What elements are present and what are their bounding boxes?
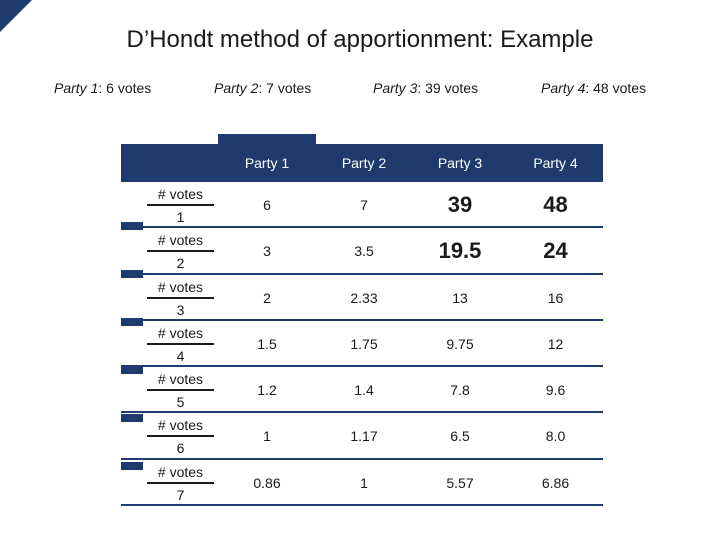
table-cell-party-3: 19.5 [438,238,482,264]
party-1-name: Party 1 [54,80,99,96]
row-divisor-label: # votes 5 [143,367,218,413]
party-1-votes: : 6 votes [98,80,152,96]
corner-accent [0,0,32,32]
table-cell-party-4: 8.0 [545,428,566,445]
row-divisor-label: # votes 2 [143,228,218,274]
row-label-divisor: 3 [176,301,185,318]
table-header-party-1: Party 1 [244,155,290,171]
dhondt-table: Party 1 Party 2 Party 3 Party 4 # votes 1… [121,134,603,506]
row-divisor-label: # votes 3 [143,275,218,321]
table-cell-party-3: 6.5 [450,428,470,445]
party-3-votes-label: Party 3: 39 votes [373,78,478,98]
row-divisor-label: # votes 6 [143,413,218,459]
table-cell-party-2: 1.17 [350,428,378,445]
party-4-votes-label: Party 4: 48 votes [541,78,646,98]
row-label-numerator: # votes [147,415,214,438]
table-cell-party-2: 7 [360,197,368,213]
table-cell-party-1: 1.5 [257,335,277,352]
table-cell-party-1: 2 [263,289,271,306]
row-label-numerator: # votes [147,462,214,484]
table-cell-party-2: 1 [360,474,368,491]
row-label-numerator: # votes [147,230,214,253]
table-cell-party-3: 39 [447,192,473,217]
table-cell-party-1: 1.2 [257,382,277,399]
table-row-divider [121,457,603,460]
table-cell-party-4: 6.86 [541,474,570,491]
table-cell-party-2: 1.4 [354,382,374,399]
page-title: D’Hondt method of apportionment: Example [126,26,594,53]
row-label-divisor: 1 [176,209,185,225]
table-cell-party-3: 5.57 [446,474,474,491]
row-label-numerator: # votes [147,323,214,345]
table-row-divider [121,272,603,275]
row-label-numerator: # votes [147,277,214,299]
table-header-party-4: Party 4 [533,155,578,171]
table-cell-party-3: 7.8 [450,382,470,399]
party-2-votes: : 7 votes [258,80,312,96]
row-label-numerator: # votes [147,184,214,206]
party-1-votes-label: Party 1: 6 votes [54,78,151,98]
table-cell-party-4: 16 [547,289,564,306]
row-label-divisor: 5 [176,394,185,411]
row-divisor-label: # votes 4 [143,321,218,367]
table-cell-party-1: 6 [263,197,271,213]
table-cell-party-2: 1.75 [350,335,378,352]
table-cell-party-1: 1 [263,428,271,445]
party-3-name: Party 3 [373,80,418,96]
table-cell-party-2: 3.5 [354,243,374,260]
row-label-divisor: 2 [176,255,185,272]
row-label-divisor: 6 [176,440,185,457]
table-cell-party-4: 48 [543,192,568,217]
table-row-divider [121,226,603,229]
table-cell-party-1: 0.86 [253,474,281,491]
table-header-party-1-block [218,134,316,182]
table-cell-party-3: 13 [452,289,468,306]
table-cell-party-3: 9.75 [446,335,474,352]
row-label-numerator: # votes [147,369,214,392]
table-cell-party-4: 24 [543,238,568,264]
row-label-divisor: 7 [176,486,185,503]
table-row-divider [121,411,603,414]
table-left-stripe [121,182,143,506]
table-cell-party-1: 3 [263,243,271,260]
party-2-votes-label: Party 2: 7 votes [214,78,311,98]
table-header-party-3: Party 3 [437,155,483,171]
table-row-divider [121,318,603,321]
row-divisor-label: # votes 1 [143,182,218,228]
table-cell-party-4: 12 [547,335,564,352]
table-cell-party-4: 9.6 [545,382,566,399]
party-4-name: Party 4 [541,80,586,96]
party-4-votes: : 48 votes [585,80,647,96]
table-header-party-2: Party 2 [341,155,387,171]
table-row-divider [121,504,603,506]
table-cell-party-2: 2.33 [350,289,378,306]
party-2-name: Party 2 [214,80,259,96]
table-row-divider [121,365,603,368]
table-header-band [121,144,603,182]
party-3-votes: : 39 votes [417,80,479,96]
row-label-divisor: 4 [176,347,185,364]
row-divisor-label: # votes 7 [143,460,218,506]
